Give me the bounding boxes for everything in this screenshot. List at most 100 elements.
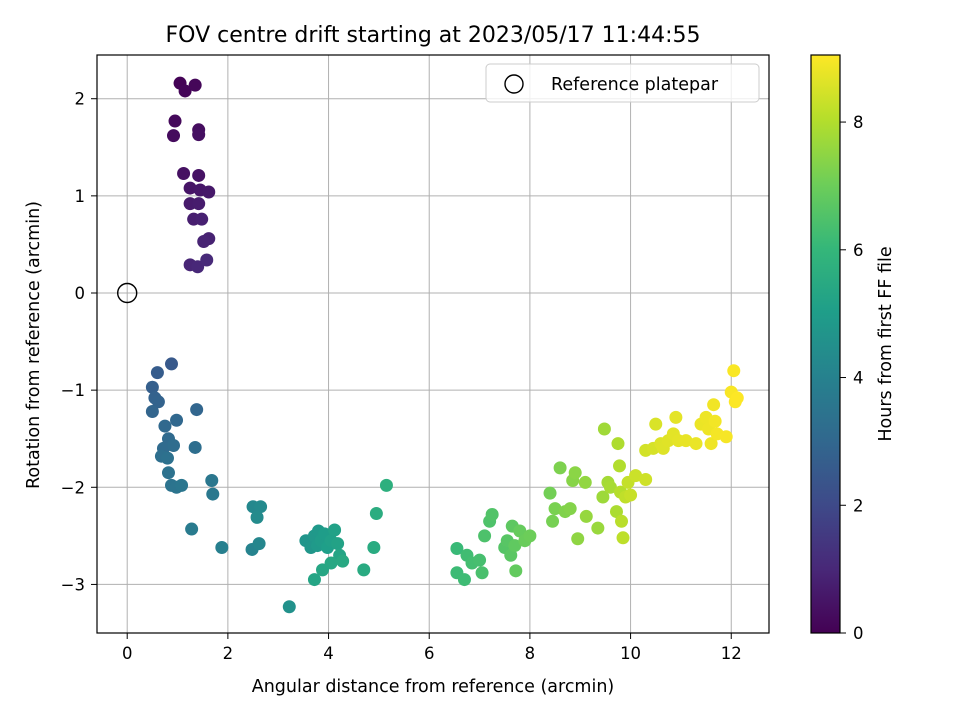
legend: Reference platepar [485, 63, 760, 103]
data-point [485, 507, 499, 521]
data-point [200, 253, 214, 267]
data-point [145, 380, 159, 394]
data-point [328, 523, 342, 537]
data-point [571, 532, 585, 546]
data-point [624, 488, 638, 502]
legend-entry: Reference platepar [551, 75, 719, 95]
y-tick-label: −1 [61, 381, 85, 400]
data-point [611, 437, 625, 451]
data-point [591, 521, 605, 535]
data-point [578, 475, 592, 489]
y-tick-label: −3 [61, 575, 85, 594]
reference-point-marker [117, 282, 138, 304]
reference-marker [117, 282, 138, 304]
data-points [145, 76, 744, 614]
data-point [563, 502, 577, 516]
data-point [596, 490, 610, 504]
data-point [250, 510, 264, 524]
y-axis-ticks: −3 −2 −1 0 1 2 [61, 90, 97, 594]
data-point [177, 167, 191, 181]
x-tick-label: 12 [721, 644, 742, 663]
data-point [639, 473, 653, 487]
data-point [167, 439, 181, 453]
data-point [188, 78, 202, 92]
data-point [160, 451, 174, 465]
data-point [151, 395, 165, 409]
data-point [324, 556, 338, 570]
data-point [669, 410, 683, 424]
data-point [369, 507, 383, 521]
data-point [513, 524, 527, 538]
x-tick-label: 10 [620, 644, 641, 663]
data-point [195, 212, 209, 226]
data-point [170, 413, 184, 427]
data-point [609, 505, 623, 519]
data-point [616, 531, 630, 545]
data-point [450, 541, 464, 555]
data-point [357, 563, 371, 577]
colorbar-tick-label: 6 [853, 241, 864, 260]
x-tick-label: 6 [424, 644, 435, 663]
data-point [202, 185, 216, 199]
colorbar: 0 2 4 6 8 Hours from first FF file [810, 54, 896, 643]
data-point [183, 181, 197, 195]
data-point [215, 541, 229, 555]
data-point [689, 437, 703, 451]
data-point [191, 260, 205, 274]
data-point [629, 469, 643, 483]
data-point [190, 403, 204, 417]
data-point [546, 514, 560, 528]
data-point [164, 357, 178, 371]
data-point [331, 537, 345, 551]
legend-box [485, 63, 760, 103]
colorbar-gradient [810, 54, 841, 634]
data-point [548, 502, 562, 516]
colorbar-tick-label: 8 [853, 113, 864, 132]
data-point [192, 197, 206, 211]
data-point [307, 573, 321, 587]
data-point [543, 486, 557, 500]
y-tick-label: 0 [75, 284, 86, 303]
y-axis-label: Rotation from reference (arcmin) [24, 201, 44, 489]
data-point [379, 478, 393, 492]
legend-marker-icon [504, 74, 524, 94]
data-point [568, 466, 582, 480]
grid [97, 55, 769, 633]
data-point [615, 514, 629, 528]
y-tick-label: 2 [75, 90, 86, 109]
data-point [282, 600, 296, 614]
data-point [175, 478, 189, 492]
data-point [205, 473, 219, 487]
data-point [727, 364, 741, 378]
x-tick-label: 4 [323, 644, 334, 663]
data-point [168, 114, 182, 128]
data-point [475, 566, 489, 580]
data-point [553, 461, 567, 475]
data-point [597, 422, 611, 436]
data-point [704, 437, 718, 451]
data-point [603, 480, 617, 494]
data-point [192, 128, 206, 142]
data-point [167, 129, 181, 143]
data-point [679, 434, 693, 448]
data-point [473, 553, 487, 567]
data-point [254, 500, 268, 514]
chart-title: FOV centre drift starting at 2023/05/17 … [166, 23, 701, 48]
data-point [509, 564, 523, 578]
colorbar-tick-label: 2 [853, 496, 864, 515]
data-point [145, 405, 159, 419]
data-point [150, 366, 164, 380]
data-point [206, 487, 220, 501]
data-point [178, 84, 192, 98]
data-point [523, 529, 537, 543]
x-tick-label: 0 [122, 644, 133, 663]
data-point [192, 168, 206, 182]
colorbar-ticks: 0 2 4 6 8 [840, 113, 864, 643]
colorbar-label: Hours from first FF file [876, 246, 896, 441]
y-tick-label: −2 [61, 478, 85, 497]
data-point [188, 440, 202, 454]
data-point [719, 430, 733, 444]
data-point [707, 398, 721, 412]
data-point [197, 235, 211, 249]
